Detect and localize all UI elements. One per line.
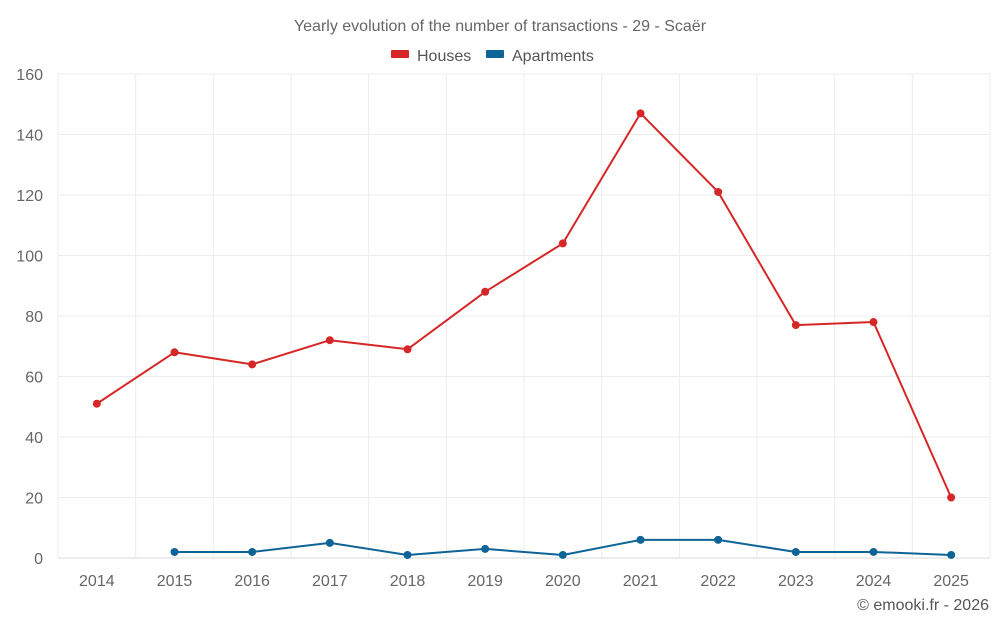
chart-title: Yearly evolution of the number of transa…: [294, 18, 707, 35]
y-tick-label: 40: [25, 430, 43, 447]
grid: [57, 73, 991, 558]
data-point-apartments[interactable]: [869, 547, 878, 556]
x-tick-label: 2016: [234, 573, 270, 590]
data-point-apartments[interactable]: [558, 550, 567, 559]
x-tick-label: 2018: [390, 573, 426, 590]
axes: 0 20 40 60 80 100 120 140 160 2014 2015 2016 2017 201…: [16, 67, 990, 590]
data-point-houses[interactable]: [325, 336, 334, 345]
x-tick-label: 2015: [157, 573, 193, 590]
series: [92, 109, 956, 559]
x-tick-label: 2017: [312, 573, 348, 590]
data-point-apartments[interactable]: [170, 547, 179, 556]
y-tick-label: 20: [25, 491, 43, 508]
y-tick-label: 120: [16, 188, 43, 205]
data-point-houses[interactable]: [636, 109, 645, 118]
x-tick-label: 2020: [545, 573, 581, 590]
data-point-houses[interactable]: [869, 318, 878, 327]
data-point-houses[interactable]: [403, 345, 412, 354]
data-point-houses[interactable]: [481, 287, 490, 296]
data-point-apartments[interactable]: [947, 550, 956, 559]
data-point-houses[interactable]: [558, 239, 567, 248]
legend-swatch-apartments: [486, 50, 504, 58]
data-point-houses[interactable]: [791, 321, 800, 330]
legend-swatch-houses: [391, 50, 409, 58]
legend-item-apartments[interactable]: Apartments: [486, 48, 594, 65]
legend-item-houses[interactable]: Houses: [391, 48, 471, 65]
y-tick-label: 80: [25, 309, 43, 326]
series-line-houses: [96, 112, 953, 498]
x-tick-label: 2024: [856, 573, 892, 590]
series-houses: [92, 109, 956, 502]
x-tick-label: 2021: [623, 573, 659, 590]
x-tick-label: 2025: [933, 573, 969, 590]
copyright-credit: © emooki.fr - 2026: [857, 597, 989, 614]
y-tick-label: 100: [16, 249, 43, 266]
y-tick-label: 60: [25, 370, 43, 387]
legend[interactable]: Houses Apartments: [391, 48, 594, 65]
data-point-apartments[interactable]: [714, 535, 723, 544]
data-point-houses[interactable]: [248, 360, 257, 369]
data-point-apartments[interactable]: [481, 544, 490, 553]
data-point-houses[interactable]: [714, 187, 723, 196]
legend-label-apartments: Apartments: [512, 48, 594, 65]
data-point-apartments[interactable]: [248, 547, 257, 556]
x-tick-label: 2014: [79, 573, 115, 590]
data-point-apartments[interactable]: [403, 550, 412, 559]
y-tick-label: 140: [16, 128, 43, 145]
x-tick-label: 2019: [467, 573, 503, 590]
data-point-houses[interactable]: [947, 493, 956, 502]
data-point-apartments[interactable]: [636, 535, 645, 544]
x-tick-label: 2023: [778, 573, 814, 590]
y-tick-label: 0: [34, 551, 43, 568]
data-point-apartments[interactable]: [325, 538, 334, 547]
legend-label-houses: Houses: [417, 48, 471, 65]
data-point-apartments[interactable]: [791, 547, 800, 556]
data-point-houses[interactable]: [92, 399, 101, 408]
data-point-houses[interactable]: [170, 348, 179, 357]
y-tick-label: 160: [16, 67, 43, 84]
series-apartments: [170, 535, 956, 559]
x-tick-label: 2022: [700, 573, 736, 590]
